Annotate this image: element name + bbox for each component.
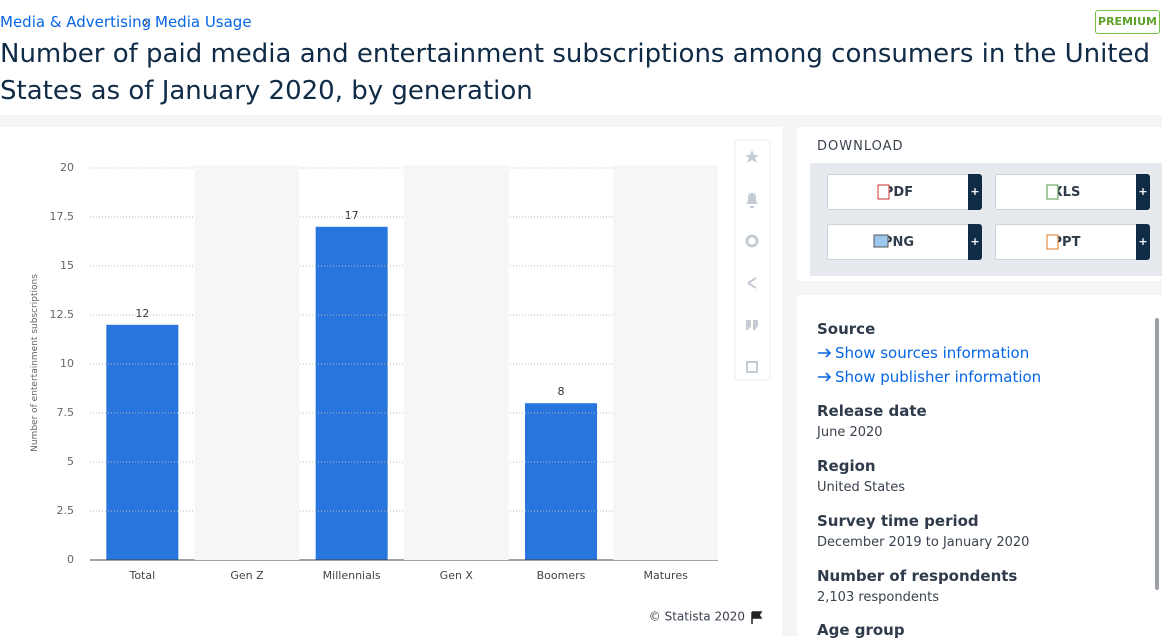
button-label: PDF bbox=[883, 185, 914, 200]
source-heading: Source bbox=[817, 320, 876, 338]
y-tick-label: 10 bbox=[60, 357, 74, 370]
band-shade bbox=[613, 165, 718, 560]
detail-label: Age group bbox=[817, 621, 905, 639]
download-button[interactable]: XLS + bbox=[995, 174, 1150, 210]
file-icons bbox=[873, 184, 1059, 250]
detail-value: 2,103 respondents bbox=[817, 590, 939, 605]
breadcrumb-link[interactable]: Media & Advertising bbox=[0, 13, 152, 31]
breadcrumb-link[interactable]: Media Usage bbox=[155, 13, 252, 31]
button-label: PPT bbox=[1052, 235, 1081, 250]
source-link[interactable]: Show publisher information bbox=[835, 368, 1042, 386]
x-tick-label: Boomers bbox=[537, 569, 586, 582]
x-tick-label: Total bbox=[128, 569, 155, 582]
scrollbar[interactable] bbox=[1155, 318, 1159, 590]
ppt-icon bbox=[1046, 234, 1059, 250]
x-tick-label: Millennials bbox=[323, 569, 381, 582]
pdf-icon bbox=[877, 184, 890, 200]
premium-badge: PREMIUM bbox=[1095, 10, 1160, 34]
bar bbox=[106, 324, 179, 560]
details-panel bbox=[797, 295, 1162, 636]
xls-icon bbox=[1046, 184, 1059, 200]
detail-label: Region bbox=[817, 457, 876, 475]
y-tick-label: 5 bbox=[67, 455, 74, 468]
share-icon[interactable] bbox=[747, 277, 757, 289]
y-tick-label: 17.5 bbox=[50, 210, 75, 223]
button-label: XLS bbox=[1052, 185, 1081, 200]
tool-icons bbox=[734, 139, 771, 381]
detail-label: Survey time period bbox=[817, 512, 979, 530]
page-title: Number of paid media and entertainment s… bbox=[0, 39, 1151, 106]
download-button[interactable]: PDF + bbox=[827, 174, 982, 210]
download-button[interactable]: PPT + bbox=[995, 224, 1150, 260]
y-tick-label: 20 bbox=[60, 161, 74, 174]
x-tick-label: Gen Z bbox=[230, 569, 264, 582]
expand-button[interactable]: + bbox=[968, 224, 982, 260]
y-tick-label: 12.5 bbox=[50, 308, 75, 321]
value-label: 8 bbox=[558, 385, 565, 398]
expand-button[interactable]: + bbox=[1136, 224, 1150, 260]
detail-value: June 2020 bbox=[817, 425, 883, 440]
y-tick-label: 2.5 bbox=[57, 504, 75, 517]
settings-icon[interactable] bbox=[745, 234, 759, 248]
y-axis-label: Number of entertainment subscriptions bbox=[30, 274, 40, 452]
expand-button[interactable]: + bbox=[968, 174, 982, 210]
print-icon[interactable] bbox=[746, 361, 758, 373]
bar bbox=[315, 226, 388, 561]
x-tick-label: Matures bbox=[644, 569, 689, 582]
detail-label: Number of respondents bbox=[817, 567, 1018, 585]
star-icon[interactable] bbox=[745, 150, 759, 163]
y-tick-label: 0 bbox=[67, 553, 74, 566]
bell-icon[interactable] bbox=[746, 193, 758, 208]
band-shade bbox=[404, 165, 509, 560]
breadcrumb-separator: › bbox=[143, 13, 149, 31]
source-link[interactable]: Show sources information bbox=[835, 344, 1030, 362]
x-tick-label: Gen X bbox=[440, 569, 474, 582]
bar bbox=[525, 403, 597, 560]
png-icon bbox=[873, 234, 889, 248]
button-label: PNG bbox=[882, 235, 915, 250]
toolbar bbox=[734, 139, 771, 381]
detail-value: December 2019 to January 2020 bbox=[817, 535, 1030, 550]
detail-label: Release date bbox=[817, 402, 927, 420]
value-label: 17 bbox=[345, 209, 359, 222]
download-button[interactable]: PNG + bbox=[827, 224, 982, 260]
expand-button[interactable]: + bbox=[1136, 174, 1150, 210]
detail-value: United States bbox=[817, 480, 906, 495]
flag-icon[interactable] bbox=[751, 611, 763, 624]
credit: © Statista 2020 bbox=[649, 610, 745, 624]
arrow-icon bbox=[818, 348, 832, 382]
cite-icon[interactable] bbox=[746, 320, 758, 330]
band-shade bbox=[194, 165, 300, 560]
y-tick-label: 15 bbox=[60, 259, 74, 272]
value-label: 12 bbox=[135, 307, 149, 320]
chart: 7Matures8Boomers13Gen X17Millennials14Ge… bbox=[30, 139, 771, 624]
y-tick-label: 7.5 bbox=[57, 406, 75, 419]
download-heading: DOWNLOAD bbox=[817, 139, 904, 154]
link-arrows bbox=[818, 348, 832, 382]
